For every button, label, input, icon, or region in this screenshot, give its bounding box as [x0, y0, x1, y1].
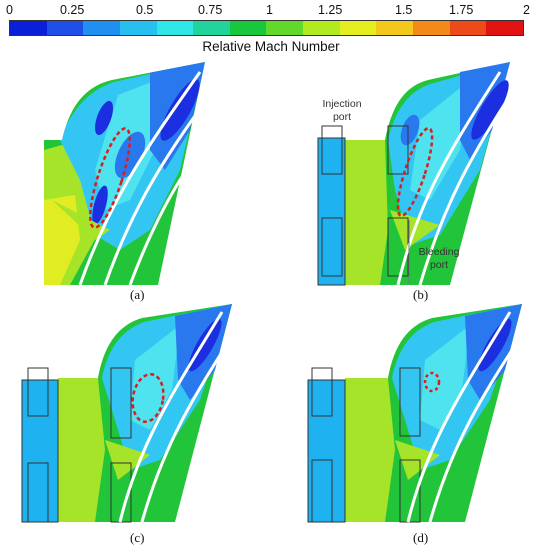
- colorbar-tick-8: 2: [523, 3, 530, 17]
- panel-label-a: (a): [130, 287, 145, 302]
- colorbar-segment-2: [83, 21, 120, 35]
- panel-a: [44, 62, 227, 286]
- panel-d: [307, 304, 527, 523]
- panel-label-d: (d): [413, 530, 429, 545]
- colorbar-segment-4: [156, 21, 194, 35]
- colorbar-segment-11: [413, 21, 450, 35]
- colorbar-tick-4: 1: [266, 3, 273, 17]
- colorbar-segment-8: [303, 21, 340, 35]
- panel-c-field: [58, 304, 232, 522]
- colorbar-tick-2: 0.5: [136, 3, 154, 17]
- colorbar-segment-1: [46, 21, 84, 35]
- colorbar-tick-1: 0.25: [60, 3, 85, 17]
- colorbar: [9, 20, 524, 36]
- colorbar-tick-3: 0.75: [198, 3, 223, 17]
- bleeding-port-label-line1: Bleeding: [418, 246, 460, 258]
- colorbar-segment-5: [193, 21, 230, 35]
- panel-c: [21, 304, 238, 523]
- panel-b: [317, 62, 517, 286]
- colorbar-segment-3: [119, 21, 157, 35]
- colorbar-segment-0: [10, 21, 47, 35]
- panel-label-b: (b): [413, 287, 429, 302]
- bleeding-port-label-line2: port: [429, 259, 449, 271]
- colorbar-segment-12: [449, 21, 487, 35]
- injection-port-label-line2: port: [332, 111, 352, 123]
- colorbar-tick-0: 0: [6, 3, 13, 17]
- colorbar-title: Relative Mach Number: [202, 39, 340, 54]
- colorbar-segment-6: [229, 21, 267, 35]
- colorbar-segment-10: [376, 21, 414, 35]
- colorbar-tick-7: 1.75: [449, 3, 474, 17]
- injection-port-label-line1: Injection: [322, 98, 362, 110]
- colorbar-segment-13: [486, 21, 523, 35]
- injection-port-label: Injection port: [318, 98, 366, 124]
- colorbar-tick-6: 1.5: [395, 3, 413, 17]
- bleeding-port-label: Bleeding port: [414, 246, 464, 272]
- panel-label-c: (c): [130, 530, 145, 545]
- colorbar-segment-7: [266, 21, 304, 35]
- colorbar-segment-9: [339, 21, 377, 35]
- colorbar-tick-5: 1.25: [318, 3, 343, 17]
- colorbar-tick-labels: 0 0.25 0.5 0.75 1 1.25 1.5 1.75 2: [0, 3, 542, 19]
